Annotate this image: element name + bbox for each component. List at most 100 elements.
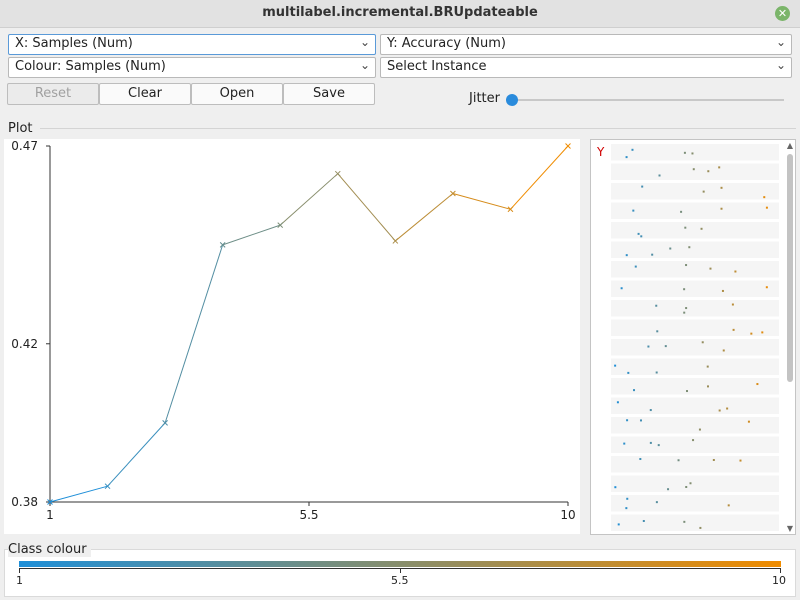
close-icon[interactable]: ✕ — [775, 6, 790, 21]
jitter-row-strip — [611, 202, 779, 219]
chevron-down-icon: ⌄ — [775, 35, 786, 49]
jitter-dots — [611, 144, 779, 531]
series-segment — [452, 192, 511, 210]
jitter-dot — [747, 420, 750, 423]
chevron-down-icon: ⌄ — [359, 35, 370, 49]
jitter-dot — [669, 247, 672, 250]
jitter-dot — [626, 497, 629, 500]
data-point-marker — [277, 222, 284, 228]
jitter-dot — [688, 246, 691, 249]
jitter-dot — [720, 186, 723, 189]
chevron-down-icon: ⌄ — [359, 58, 370, 72]
series-segment — [49, 485, 108, 503]
jitter-row-strip — [611, 514, 779, 531]
class-colour-tick-label: 5.5 — [391, 574, 409, 587]
jitter-dot — [684, 226, 687, 229]
jitter-dot — [689, 482, 692, 485]
jitter-row-strip — [611, 456, 779, 473]
class-colour-tick — [19, 569, 20, 573]
jitter-dot — [658, 174, 661, 177]
jitter-row-strip — [611, 495, 779, 512]
colour-select[interactable]: Colour: Samples (Num) ⌄ — [8, 57, 376, 78]
data-point-marker — [219, 242, 226, 248]
jitter-row-strip — [611, 378, 779, 395]
jitter-dot — [702, 190, 705, 193]
x-tick-label: 5.5 — [299, 508, 318, 522]
jitter-dot — [692, 439, 695, 442]
jitter-row-strip — [611, 358, 779, 375]
jitter-dot — [739, 459, 742, 462]
x-tick-label: 1 — [46, 508, 54, 522]
reset-button[interactable]: Reset — [7, 83, 99, 105]
jitter-dot — [667, 488, 670, 491]
jitter-dot — [649, 441, 652, 444]
jitter-dot — [699, 526, 702, 529]
jitter-dot — [683, 311, 686, 314]
y-axis-select[interactable]: Y: Accuracy (Num) ⌄ — [380, 34, 792, 55]
jitter-y-label: Y — [597, 145, 605, 159]
series-segment — [279, 173, 339, 226]
jitter-dot — [706, 365, 709, 368]
save-button[interactable]: Save — [283, 83, 375, 105]
data-point-marker — [104, 483, 111, 490]
title-bar: multilabel.incremental.BRUpdateable ✕ — [0, 0, 800, 28]
class-colour-label: Class colour — [8, 542, 91, 557]
y-axis-select-value: Y: Accuracy (Num) — [387, 36, 506, 51]
jitter-dot — [718, 166, 721, 169]
instance-jitter-panel[interactable]: Y ▲ ▼ — [590, 139, 796, 535]
jitter-dot — [731, 303, 734, 306]
jitter-dot — [763, 196, 766, 199]
instance-select[interactable]: Select Instance ⌄ — [380, 57, 792, 78]
data-point-marker — [392, 238, 399, 244]
line-chart: 1 5.5 10 0.47 0.42 0.38 — [11, 139, 575, 522]
open-button[interactable]: Open — [191, 83, 283, 105]
jitter-dot — [642, 519, 645, 522]
x-tick-label: 10 — [560, 508, 575, 522]
jitter-row-strip — [611, 417, 779, 434]
jitter-dot — [664, 345, 667, 348]
jitter-dot — [623, 442, 626, 445]
jitter-dot — [722, 349, 725, 352]
jitter-dot — [720, 207, 723, 210]
jitter-slider-track[interactable] — [512, 99, 784, 101]
instance-select-value: Select Instance — [387, 59, 487, 74]
series-segment — [107, 422, 166, 487]
x-axis-select-value: X: Samples (Num) — [15, 36, 133, 51]
jitter-dot — [707, 170, 710, 173]
clear-button[interactable]: Clear — [99, 83, 191, 105]
jitter-row-strip — [611, 163, 779, 180]
jitter-dot — [626, 419, 629, 422]
jitter-dot — [680, 210, 683, 213]
y-tick-label: 0.47 — [11, 139, 38, 153]
jitter-dot — [692, 168, 695, 171]
jitter-dot — [639, 458, 642, 461]
data-point-marker — [507, 206, 514, 213]
jitter-dot — [700, 227, 703, 230]
jitter-row-strip — [611, 280, 779, 297]
jitter-dot — [655, 371, 658, 374]
class-colour-gradient — [19, 561, 781, 567]
class-colour-tick-label: 10 — [772, 574, 786, 587]
plot-group-divider — [40, 128, 796, 129]
series-segment — [164, 244, 224, 424]
jitter-dot — [651, 253, 654, 256]
jitter-scrollbar[interactable] — [787, 154, 793, 382]
x-axis-select[interactable]: X: Samples (Num) ⌄ — [8, 34, 376, 55]
scroll-up-icon[interactable]: ▲ — [786, 141, 793, 150]
colour-select-value: Colour: Samples (Num) — [15, 59, 166, 74]
jitter-slider-handle[interactable] — [506, 94, 518, 106]
series-segment — [510, 145, 569, 210]
jitter-dot — [765, 286, 768, 289]
plot-group-label: Plot — [8, 121, 37, 136]
jitter-row-strip — [611, 241, 779, 258]
jitter-dot — [698, 428, 701, 431]
jitter-row-strip — [611, 222, 779, 239]
scroll-down-icon[interactable]: ▼ — [786, 524, 793, 533]
jitter-row-strip — [611, 144, 779, 161]
jitter-dot — [657, 444, 660, 447]
window-title: multilabel.incremental.BRUpdateable — [262, 5, 538, 20]
class-colour-box — [4, 549, 796, 597]
jitter-dot — [691, 152, 694, 155]
plot-area[interactable]: 1 5.5 10 0.47 0.42 0.38 — [4, 139, 580, 534]
jitter-dot — [625, 254, 628, 257]
